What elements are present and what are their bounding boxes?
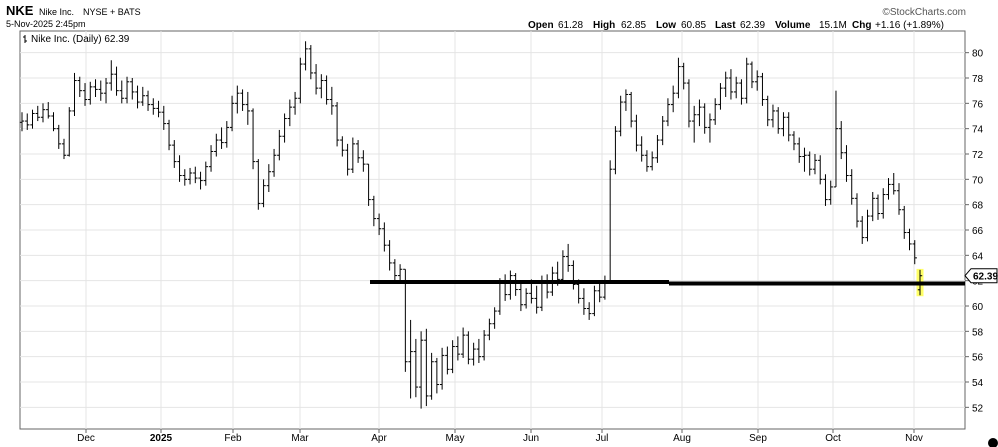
volume-value: 15.1M	[819, 20, 847, 31]
y-tick-label: 60	[972, 302, 984, 313]
x-tick-label: Feb	[224, 433, 242, 444]
y-tick-label: 80	[972, 49, 984, 60]
x-tick-label: Jul	[596, 433, 609, 444]
y-tick-label: 58	[972, 327, 984, 338]
x-tick-label: Aug	[673, 433, 691, 444]
last-value: 62.39	[740, 20, 765, 31]
y-tick-label: 66	[972, 226, 984, 237]
x-axis: Dec 2025 Feb Mar Apr May Jun Jul Aug Sep Oct Nov	[77, 429, 923, 444]
volume-label: Volume	[775, 20, 811, 31]
y-axis: 525456586062646668707274767880	[965, 49, 984, 414]
exchange-label: NYSE + BATS	[83, 7, 141, 17]
price-tag-value: 62.39	[973, 272, 998, 283]
corner-dot-icon	[988, 438, 998, 447]
y-tick-label: 68	[972, 201, 984, 212]
last-label: Last	[715, 20, 736, 31]
x-tick-label: Jun	[523, 433, 539, 444]
datetime-label: 5-Nov-2025 2:45pm	[6, 19, 86, 29]
company-name: Nike Inc.	[39, 7, 74, 17]
high-label: High	[593, 20, 615, 31]
quote-summary: Open 61.28 High 62.85 Low 60.85 Last 62.…	[528, 20, 944, 31]
high-value: 62.85	[621, 20, 646, 31]
ohlc-legend-icon	[23, 35, 27, 43]
y-tick-label: 56	[972, 353, 984, 364]
brand-watermark: ©StockCharts.com	[882, 7, 966, 18]
x-tick-label: Dec	[77, 433, 95, 444]
price-bars	[19, 41, 924, 409]
legend: Nike Inc. (Daily) 62.39	[23, 34, 130, 45]
y-tick-label: 52	[972, 403, 984, 414]
y-tick-label: 72	[972, 150, 984, 161]
x-tick-label: Apr	[371, 433, 387, 444]
x-tick-label: May	[446, 433, 465, 444]
y-tick-label: 76	[972, 99, 984, 110]
low-value: 60.85	[681, 20, 706, 31]
y-tick-label: 78	[972, 74, 984, 85]
legend-label: Nike Inc. (Daily) 62.39	[31, 34, 130, 45]
support-line-group	[370, 280, 965, 286]
x-tick-label: Mar	[291, 433, 309, 444]
x-tick-label: Sep	[749, 433, 767, 444]
low-label: Low	[656, 20, 676, 31]
y-tick-label: 54	[972, 378, 984, 389]
grid-lines	[20, 31, 965, 429]
last-price-tag: 62.39	[964, 268, 998, 284]
x-tick-label: Nov	[905, 433, 923, 444]
open-label: Open	[528, 20, 554, 31]
ticker-symbol: NKE	[6, 3, 34, 18]
y-tick-label: 70	[972, 175, 984, 186]
x-tick-label: 2025	[150, 433, 173, 444]
change-value: +1.16 (+1.89%)	[875, 20, 944, 31]
open-value: 61.28	[558, 20, 583, 31]
y-tick-label: 64	[972, 251, 984, 262]
x-tick-label: Oct	[825, 433, 841, 444]
change-label: Chg	[852, 20, 871, 31]
y-tick-label: 74	[972, 125, 984, 136]
price-tag-box	[964, 268, 998, 284]
